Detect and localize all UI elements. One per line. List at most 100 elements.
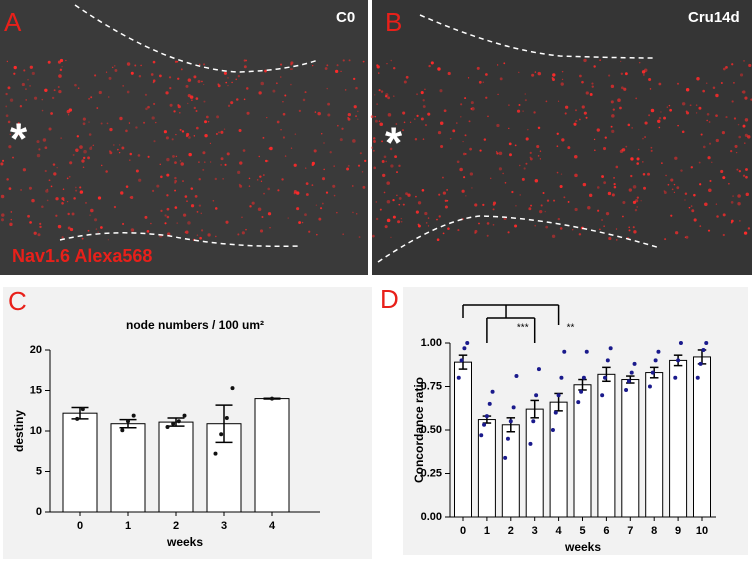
speck (424, 211, 428, 216)
speck (214, 207, 218, 210)
point (553, 410, 558, 415)
speck (82, 156, 86, 160)
speck (69, 227, 74, 232)
specks (0, 58, 752, 242)
speck (301, 221, 304, 224)
speck (156, 184, 160, 188)
speck (36, 140, 40, 144)
speck (617, 98, 621, 102)
speck (44, 169, 47, 173)
speck (403, 80, 407, 84)
x-tick-label: 2 (508, 525, 514, 537)
speck (111, 66, 114, 69)
speck (196, 234, 199, 236)
speck (135, 126, 138, 129)
speck (323, 168, 325, 171)
speck (504, 181, 507, 184)
speck (242, 149, 246, 152)
speck (174, 176, 177, 180)
speck (243, 59, 246, 62)
speck (578, 233, 582, 236)
speck (414, 137, 418, 141)
speck (398, 203, 401, 206)
speck (511, 190, 514, 194)
speck (708, 188, 712, 193)
point (505, 436, 510, 441)
speck (471, 187, 473, 189)
speck (342, 233, 344, 236)
speck (637, 148, 640, 151)
speck (88, 97, 91, 100)
speck (222, 178, 224, 180)
speck (46, 199, 49, 202)
speck (294, 133, 297, 135)
speck (87, 229, 90, 232)
speck (373, 166, 376, 170)
speck (503, 62, 506, 65)
speck (79, 145, 83, 149)
speck (108, 76, 112, 80)
speck (613, 182, 616, 186)
speck (524, 93, 527, 95)
speck (238, 183, 241, 186)
speck (442, 191, 446, 195)
speck (745, 175, 748, 179)
speck (643, 186, 647, 190)
speck (599, 228, 601, 231)
speck (695, 104, 698, 106)
bar (525, 408, 544, 518)
speck (66, 200, 69, 203)
speck (395, 123, 398, 125)
speck (385, 160, 387, 163)
speck (31, 198, 35, 203)
speck (140, 64, 142, 67)
speck (8, 187, 12, 190)
speck (546, 199, 550, 202)
boundary (74, 4, 319, 73)
speck (97, 196, 102, 200)
speck (9, 98, 14, 102)
speck (284, 155, 287, 157)
speck (374, 119, 378, 123)
speck (551, 77, 554, 79)
speck (620, 72, 624, 75)
speck (438, 215, 441, 218)
speck (560, 173, 563, 175)
speck (698, 106, 702, 110)
speck (332, 184, 336, 188)
speck (42, 138, 47, 142)
speck (529, 156, 532, 159)
speck (362, 185, 366, 189)
point (581, 375, 586, 380)
speck (13, 65, 17, 70)
speck (177, 77, 180, 80)
speck (534, 224, 537, 227)
micrograph-a (0, 0, 368, 275)
speck (130, 71, 134, 75)
speck (279, 63, 283, 66)
speck (6, 60, 9, 63)
speck (293, 163, 297, 167)
speck (46, 188, 49, 191)
speck (508, 127, 510, 130)
speck (321, 202, 324, 205)
speck (542, 191, 545, 194)
x-tick-label: 5 (579, 525, 585, 537)
speck (73, 197, 76, 200)
speck (587, 206, 591, 210)
speck (610, 125, 613, 128)
speck (624, 72, 628, 76)
speck (684, 236, 687, 238)
speck (361, 171, 364, 173)
speck (185, 84, 189, 88)
speck (534, 178, 539, 183)
speck (661, 162, 663, 164)
speck (689, 104, 692, 107)
speck (279, 76, 282, 78)
speck (742, 174, 746, 177)
speck (339, 138, 343, 142)
speck (603, 225, 605, 227)
speck (731, 63, 734, 66)
speck (205, 115, 209, 119)
